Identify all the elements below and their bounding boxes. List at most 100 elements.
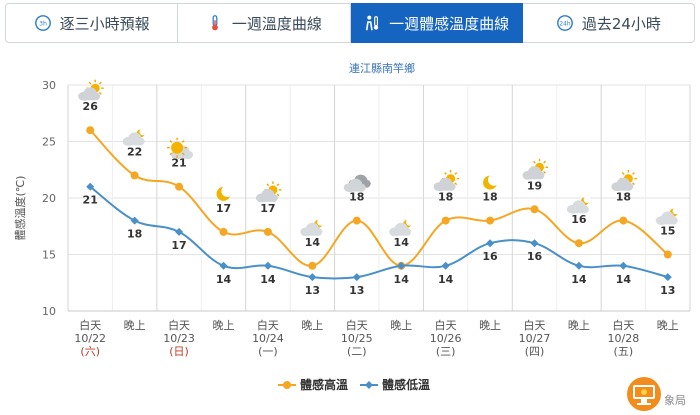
data-label-low: 16 (482, 250, 498, 263)
data-label-low: 14 (394, 273, 410, 286)
data-point-high[interactable] (308, 261, 317, 270)
data-point-low[interactable] (352, 273, 361, 282)
chart-title: 連江縣南竿鄉 (349, 61, 415, 75)
legend-label-high: 體感高溫 (300, 377, 348, 392)
x-tick-label: 晚上 (301, 319, 323, 332)
data-point-high[interactable] (263, 227, 272, 236)
data-point-low[interactable] (86, 182, 95, 191)
data-label-high: 18 (616, 191, 631, 204)
night-cloudy-icon (122, 128, 147, 146)
data-point-high[interactable] (486, 216, 495, 225)
data-label-low: 14 (571, 273, 587, 286)
x-weekday-label: (三) (436, 345, 456, 358)
x-weekday-label: (四) (525, 345, 545, 358)
tab-label: 過去24小時 (581, 14, 661, 33)
data-point-low[interactable] (397, 261, 406, 270)
x-tick-label: 白天 (524, 318, 546, 332)
x-axis-ticks: 白天 晚上 白天 晚上 白天 晚上 白天 晚上 白天 晚上 白天 晚上 白天 晚上 10/22(六) 10/2… (74, 318, 678, 358)
data-label-low: 13 (660, 284, 675, 297)
data-point-low[interactable] (574, 261, 583, 270)
night-cloudy-icon (389, 218, 413, 237)
legend-item-low[interactable]: 體感低溫 (360, 377, 430, 392)
night-cloudy-icon (566, 196, 591, 214)
3h-clock-icon: 3h (34, 15, 51, 31)
data-point-low[interactable] (530, 239, 539, 248)
data-point-low[interactable] (308, 273, 317, 282)
data-point-low[interactable] (619, 261, 628, 270)
y-tick-label: 15 (42, 249, 56, 262)
x-date-label: 10/24 (252, 332, 284, 345)
y-axis-ticks: 10 15 20 25 30 (42, 79, 56, 318)
y-tick-label: 25 (42, 136, 56, 149)
x-weekday-label: (二) (347, 345, 367, 358)
data-label-low: 14 (616, 273, 632, 286)
data-label-low: 13 (305, 284, 320, 297)
data-point-high[interactable] (130, 171, 139, 180)
data-point-high[interactable] (530, 205, 539, 214)
data-point-high[interactable] (663, 250, 672, 259)
chart-legend: 體感高溫 體感低溫 (278, 377, 430, 392)
x-tick-label: 白天 (346, 318, 368, 332)
x-date-label: 10/22 (74, 332, 106, 345)
data-point-low[interactable] (219, 261, 228, 270)
data-label-high: 15 (660, 225, 675, 238)
x-date-label: 10/26 (430, 332, 462, 345)
feels-like-person-icon (365, 15, 379, 31)
svg-text:3h: 3h (39, 21, 47, 28)
data-point-high[interactable] (352, 216, 361, 225)
x-tick-label: 晚上 (657, 319, 679, 332)
x-tick-label: 晚上 (568, 319, 590, 332)
data-point-low[interactable] (263, 261, 272, 270)
data-point-low[interactable] (441, 261, 450, 270)
chart-grid (67, 84, 691, 312)
data-label-high: 19 (527, 179, 542, 192)
tab-3-hour-forecast[interactable]: 3h 逐三小時預報 (5, 3, 179, 43)
tab-weekly-temperature[interactable]: 一週溫度曲線 (178, 3, 351, 43)
data-label-low: 16 (527, 250, 543, 263)
legend-label-low: 體感低溫 (382, 377, 430, 392)
data-point-high[interactable] (441, 216, 450, 225)
data-point-low[interactable] (175, 227, 184, 236)
data-label-high: 26 (83, 100, 99, 113)
sunny-cloudy-icon (167, 137, 194, 160)
cloudy-sun-icon (611, 170, 637, 192)
tab-label: 一週體感溫度曲線 (389, 14, 510, 33)
data-label-high: 18 (349, 191, 364, 204)
x-tick-label: 白天 (79, 318, 101, 332)
data-point-high[interactable] (219, 227, 228, 236)
y-axis-label: 體感溫度(℃) (13, 176, 27, 241)
data-labels: 26 22 21 17 17 14 18 14 18 18 19 16 18 15 21 18 17 14 14 13… (83, 100, 676, 297)
data-label-high: 18 (438, 191, 453, 204)
brand-text: 象局 (664, 394, 686, 407)
legend-marker-high (283, 381, 291, 389)
cloudy-icon (343, 174, 371, 193)
cloudy-sun-icon (255, 181, 282, 203)
data-label-low: 18 (127, 228, 142, 241)
data-point-high[interactable] (86, 126, 95, 135)
x-date-label: 10/28 (608, 332, 640, 345)
thermometer-icon (211, 15, 218, 31)
data-point-high[interactable] (574, 239, 583, 248)
x-tick-label: 白天 (257, 318, 279, 332)
moon-icon (483, 173, 500, 190)
data-point-low[interactable] (486, 239, 495, 248)
data-label-low: 14 (438, 273, 454, 286)
data-point-high[interactable] (175, 182, 184, 191)
data-label-high: 14 (305, 236, 321, 249)
data-point-low[interactable] (130, 216, 139, 225)
data-label-high: 18 (482, 191, 497, 204)
data-label-high: 17 (216, 202, 231, 215)
legend-marker-low (365, 381, 373, 389)
tab-past-24-hours[interactable]: 24h 過去24小時 (522, 3, 695, 43)
tab-weekly-feels-like[interactable]: 一週體感溫度曲線 (350, 3, 523, 43)
cloudy-sun-icon (78, 79, 104, 101)
legend-item-high[interactable]: 體感高溫 (278, 377, 348, 392)
24h-clock-icon: 24h (556, 15, 573, 31)
data-point-high[interactable] (619, 216, 628, 225)
data-label-low: 17 (171, 239, 186, 252)
cwa-logo-icon[interactable] (622, 376, 666, 412)
tab-bar: 3h 逐三小時預報 一週溫度曲線 一週體感溫度曲線 24h 過去24小時 (5, 3, 695, 43)
x-date-label: 10/25 (341, 332, 373, 345)
data-point-low[interactable] (663, 273, 672, 282)
